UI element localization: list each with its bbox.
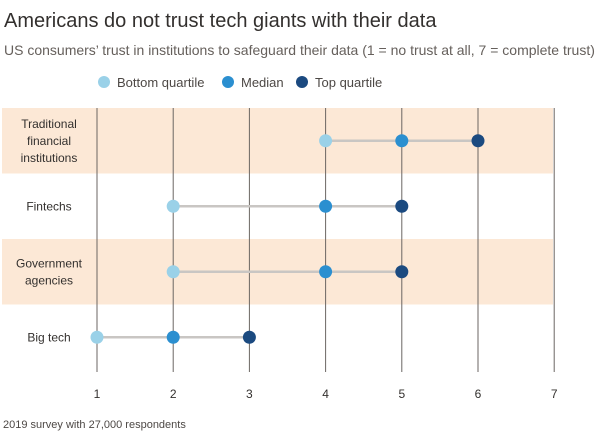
- chart-subtitle: US consumers’ trust in institutions to s…: [4, 42, 595, 58]
- category-label-line: financial: [27, 134, 71, 148]
- dot-top-quartile: [242, 330, 256, 344]
- category-label-line: Big tech: [27, 330, 70, 344]
- dot-top-quartile: [395, 199, 409, 213]
- dot-bottom-quartile: [166, 265, 180, 279]
- category-label: Big tech: [27, 330, 70, 344]
- legend-item-top-quartile: Top quartile: [296, 72, 382, 92]
- category-label-line: Fintechs: [26, 199, 71, 213]
- chart-title: Americans do not trust tech giants with …: [4, 10, 437, 32]
- x-tick-label: 3: [246, 387, 253, 401]
- legend: Bottom quartile Median Top quartile: [0, 72, 600, 92]
- legend-label-top-quartile: Top quartile: [315, 74, 383, 90]
- dot-median: [166, 330, 180, 344]
- category-label: Traditional financial institutions: [21, 117, 78, 165]
- legend-label-median: Median: [241, 74, 284, 90]
- category-label-line: Traditional: [21, 117, 77, 131]
- dot-bottom-quartile: [90, 330, 104, 344]
- dot-bottom-quartile: [166, 199, 180, 213]
- legend-swatch-top-quartile: [296, 76, 308, 88]
- category-label: Government agencies: [16, 256, 83, 287]
- legend-label-bottom-quartile: Bottom quartile: [117, 74, 205, 90]
- dot-median: [319, 199, 333, 213]
- x-tick-label: 4: [322, 387, 329, 401]
- x-tick-label: 1: [94, 387, 101, 401]
- dot-median: [395, 134, 409, 148]
- legend-swatch-median: [222, 76, 234, 88]
- category-label-line: institutions: [21, 151, 78, 165]
- legend-swatch-bottom-quartile: [98, 76, 110, 88]
- x-tick-label: 6: [475, 387, 482, 401]
- x-tick-label: 2: [170, 387, 177, 401]
- dot-median: [319, 265, 333, 279]
- category-label-line: Government: [16, 256, 83, 270]
- dot-top-quartile: [471, 134, 485, 148]
- dot-top-quartile: [395, 265, 409, 279]
- category-label: Fintechs: [26, 199, 71, 213]
- category-label-line: agencies: [25, 273, 73, 287]
- source-note: 2019 survey with 27,000 respondents: [3, 419, 186, 431]
- dot-bottom-quartile: [319, 134, 333, 148]
- x-tick-label: 7: [551, 387, 558, 401]
- legend-item-median: Median: [222, 72, 284, 92]
- x-tick-label: 5: [398, 387, 405, 401]
- legend-item-bottom-quartile: Bottom quartile: [98, 72, 204, 92]
